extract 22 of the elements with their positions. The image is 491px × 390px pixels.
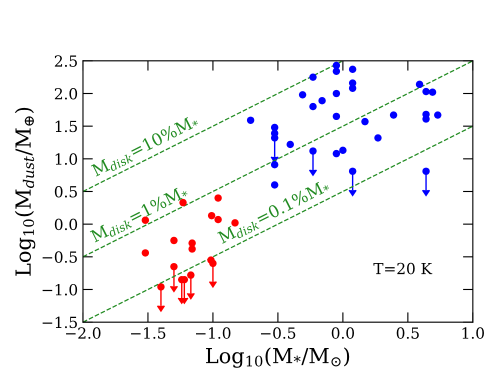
annotation: M$_{disk}$=0.1%M$_{*}$ xyxy=(217,178,332,246)
annotation: M$_{disk}$=1%M$_{*}$ xyxy=(90,184,190,245)
x-tick-label: −2.0 xyxy=(66,327,101,339)
y-tick-label: 2.0 xyxy=(54,88,78,100)
x-tick-label: −1.5 xyxy=(131,327,166,339)
x-tick-label: −0.5 xyxy=(260,327,296,339)
y-tick-label: −0.5 xyxy=(42,251,77,263)
x-tick-label: 1.0 xyxy=(462,327,484,339)
y-tick-label: 0.5 xyxy=(54,186,77,198)
y-tick-label: −1.0 xyxy=(42,284,78,296)
y-axis-title: Log$_{10}$(M$_{dust}$/M$_{⊕}$) xyxy=(14,108,36,276)
x-axis-title: Log$_{10}$(M$_{*}$/M$_{⊙}$) xyxy=(206,347,350,368)
x-tick-label: 0.0 xyxy=(332,327,354,339)
y-tick-label: −1.5 xyxy=(42,316,77,328)
x-tick-label: −1.0 xyxy=(196,327,230,339)
y-tick-label: 1.0 xyxy=(56,153,78,165)
y-tick-label: 0.0 xyxy=(54,218,78,230)
annotation: M$_{disk}$=10%M$_{*}$ xyxy=(90,114,200,180)
annotation: T=20 K xyxy=(373,262,432,274)
y-tick-label: 2.5 xyxy=(54,55,77,67)
x-tick-label: 0.5 xyxy=(396,327,419,339)
y-tick-label: 1.5 xyxy=(56,120,77,132)
